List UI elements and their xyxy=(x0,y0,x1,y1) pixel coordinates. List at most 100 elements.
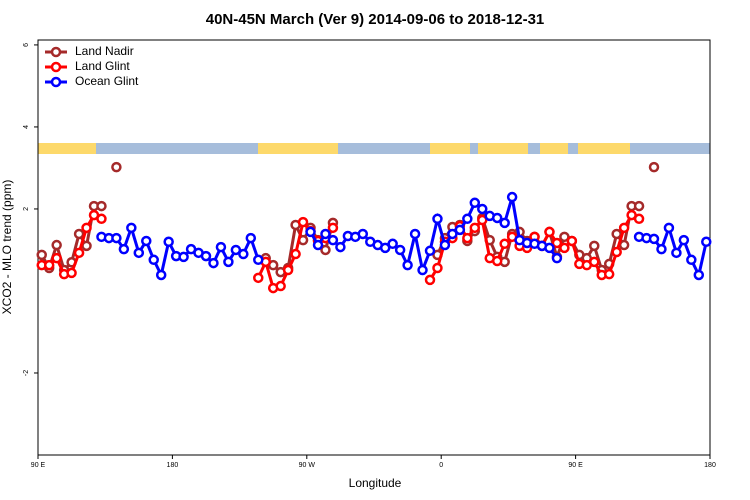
land-band xyxy=(578,143,630,154)
x-tick-label: 90 W xyxy=(299,462,316,469)
data-point xyxy=(409,228,421,240)
chart-title: 40N-45N March (Ver 9) 2014-09-06 to 2018… xyxy=(206,11,545,28)
data-point xyxy=(320,228,331,240)
data-point xyxy=(253,272,264,284)
data-point xyxy=(320,244,331,256)
data-point xyxy=(566,235,578,247)
data-point xyxy=(693,269,705,281)
data-point xyxy=(469,222,481,234)
land-ocean-strip xyxy=(38,143,710,154)
data-point xyxy=(499,238,510,250)
data-point xyxy=(603,268,615,280)
data-point xyxy=(648,233,660,245)
data-point xyxy=(133,247,145,259)
data-point xyxy=(96,213,107,225)
data-point xyxy=(648,161,660,173)
data-point xyxy=(589,256,600,268)
data-point xyxy=(611,228,622,240)
data-point xyxy=(215,241,227,253)
data-point xyxy=(81,240,92,252)
land-band xyxy=(478,143,528,154)
data-point xyxy=(282,264,294,276)
data-point xyxy=(357,228,369,240)
data-point xyxy=(327,222,339,234)
ocean-band xyxy=(38,143,710,154)
data-point xyxy=(462,213,473,225)
data-point xyxy=(663,222,675,234)
x-tick-label: 180 xyxy=(167,462,179,469)
data-point xyxy=(417,264,428,276)
plot-frame xyxy=(37,39,711,456)
data-point xyxy=(43,259,55,271)
data-point xyxy=(618,239,630,251)
data-point xyxy=(335,241,346,253)
data-point xyxy=(275,280,286,292)
data-point xyxy=(238,248,249,260)
data-point xyxy=(111,232,122,244)
x-tick-label: 180 xyxy=(704,462,716,469)
data-point xyxy=(297,216,309,228)
x-axis-label: Longitude xyxy=(349,476,402,490)
series-line xyxy=(42,167,654,272)
data-point xyxy=(544,226,555,238)
data-point xyxy=(155,269,167,281)
data-point xyxy=(447,228,458,240)
data-point xyxy=(73,247,85,259)
data-point xyxy=(491,255,503,267)
data-point xyxy=(36,249,47,261)
y-tick-label: 2 xyxy=(23,207,30,211)
data-point xyxy=(223,256,234,268)
data-point xyxy=(148,254,159,266)
legend-label: Land Nadir xyxy=(75,44,134,58)
data-point xyxy=(424,245,436,257)
data-point xyxy=(208,257,219,269)
data-point xyxy=(559,231,570,243)
data-point xyxy=(559,242,570,254)
x-tick-label: 90 E xyxy=(31,462,46,469)
data-point xyxy=(118,243,130,255)
data-point xyxy=(462,232,473,244)
y-tick-label: -2 xyxy=(23,370,30,376)
data-point xyxy=(230,244,242,256)
data-point xyxy=(51,239,62,251)
data-point xyxy=(66,267,77,279)
data-point xyxy=(432,262,443,274)
data-point xyxy=(402,259,413,271)
data-point xyxy=(611,246,622,258)
data-point xyxy=(96,200,107,212)
data-point xyxy=(439,239,451,251)
data-point xyxy=(394,244,406,256)
x-tick-label: 0 xyxy=(439,462,443,469)
x-tick-label: 90 E xyxy=(568,462,583,469)
data-point xyxy=(111,161,122,173)
land-band xyxy=(258,143,338,154)
data-point xyxy=(424,274,436,286)
data-point xyxy=(477,203,488,215)
data-point xyxy=(245,232,257,244)
data-point xyxy=(544,242,555,254)
y-tick-label: 4 xyxy=(23,125,30,129)
data-point xyxy=(671,247,682,259)
legend-marker xyxy=(50,46,62,58)
data-point xyxy=(51,252,62,264)
legend-marker xyxy=(50,76,62,88)
data-point xyxy=(551,252,563,264)
data-point xyxy=(633,213,645,225)
data-point xyxy=(305,226,316,238)
data-point xyxy=(633,200,645,212)
data-point xyxy=(379,242,391,254)
data-point xyxy=(290,248,301,260)
data-point xyxy=(589,240,600,252)
data-point xyxy=(656,243,667,255)
data-point xyxy=(141,235,152,247)
data-point xyxy=(491,212,503,224)
legend-label: Land Glint xyxy=(75,59,130,73)
data-point xyxy=(163,236,174,248)
y-axis-label: XCO2 - MLO trend (ppm) xyxy=(0,180,14,315)
data-point xyxy=(618,222,630,234)
data-point xyxy=(126,222,137,234)
land-band xyxy=(430,143,470,154)
data-point xyxy=(499,217,510,229)
data-point xyxy=(200,250,212,262)
